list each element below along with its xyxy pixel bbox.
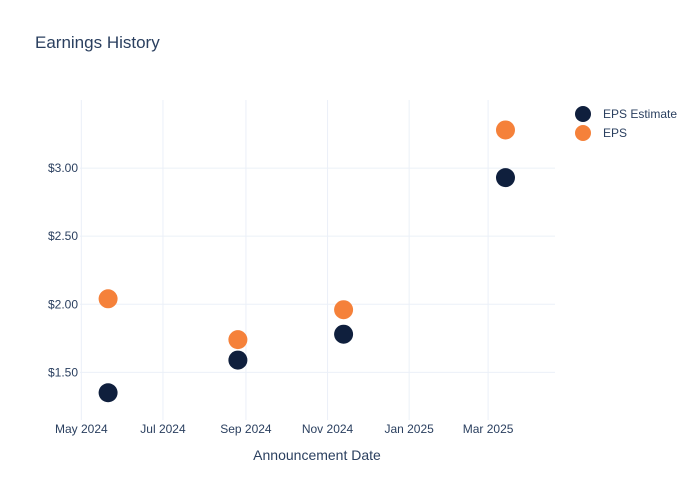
legend-label: EPS Estimate	[603, 107, 677, 121]
data-point	[228, 330, 248, 350]
x-tick-label: Jan 2025	[384, 422, 434, 436]
data-point	[334, 324, 354, 344]
data-point	[495, 168, 515, 188]
data-point	[98, 383, 118, 403]
x-tick-label: Nov 2024	[302, 422, 354, 436]
chart-title: Earnings History	[35, 33, 160, 52]
y-tick-label: $2.50	[48, 229, 78, 243]
data-point	[98, 289, 118, 309]
x-tick-label: Sep 2024	[220, 422, 272, 436]
y-tick-label: $3.00	[48, 161, 78, 175]
legend-label: EPS	[603, 126, 627, 140]
data-point	[228, 350, 248, 370]
x-axis-title: Announcement Date	[253, 447, 381, 463]
data-point	[495, 120, 515, 140]
legend-marker	[575, 125, 591, 141]
y-tick-label: $2.00	[48, 297, 78, 311]
x-tick-label: Jul 2024	[140, 422, 186, 436]
legend-marker	[575, 106, 591, 122]
x-tick-label: May 2024	[55, 422, 108, 436]
x-tick-label: Mar 2025	[463, 422, 514, 436]
data-point	[334, 300, 354, 320]
y-tick-label: $1.50	[48, 365, 78, 379]
